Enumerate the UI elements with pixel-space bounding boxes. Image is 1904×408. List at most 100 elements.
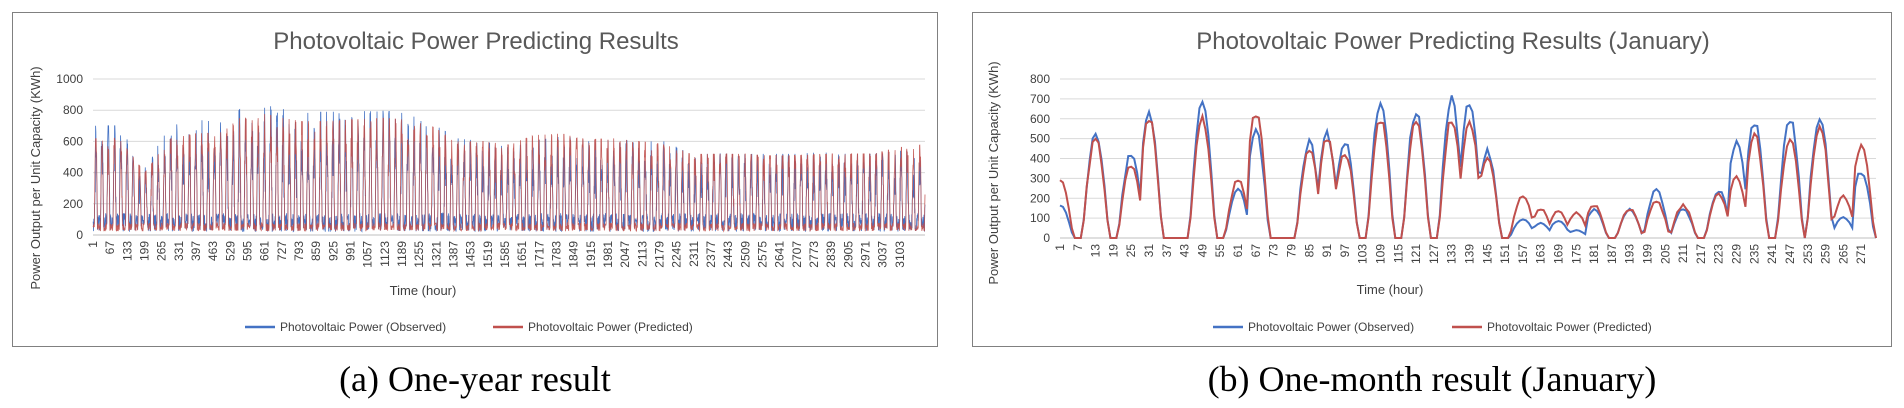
- chart-title: Photovoltaic Power Predicting Results: [273, 28, 679, 55]
- series-line-predicted: [92, 113, 926, 233]
- x-tick-label: 169: [1552, 244, 1566, 264]
- x-tick-label: 2245: [670, 241, 684, 268]
- x-tick-label: 2575: [755, 241, 769, 268]
- x-tick-label: 265: [1836, 244, 1850, 264]
- x-tick-label: 2047: [618, 241, 632, 268]
- x-tick-label: 31: [1142, 244, 1156, 258]
- x-tick-label: 1783: [549, 241, 563, 268]
- y-tick-label: 300: [1030, 171, 1050, 185]
- x-tick-label: 2641: [773, 241, 787, 268]
- x-tick-label: 55: [1213, 244, 1227, 258]
- x-tick-label: 1: [86, 241, 100, 248]
- x-tick-label: 1651: [515, 241, 529, 268]
- x-tick-label: 1321: [429, 241, 443, 268]
- chart-one-month: Photovoltaic Power Predicting Results (J…: [986, 28, 1877, 334]
- chart-title: Photovoltaic Power Predicting Results (J…: [1196, 28, 1710, 55]
- x-tick-label: 211: [1676, 244, 1690, 263]
- x-tick-label: 19: [1106, 244, 1120, 258]
- x-tick-label: 2443: [721, 241, 735, 268]
- y-tick-label: 800: [63, 103, 83, 117]
- x-tick-label: 859: [309, 241, 323, 261]
- x-tick-label: 97: [1338, 244, 1352, 258]
- x-tick-label: 145: [1480, 244, 1494, 264]
- x-tick-label: 1519: [481, 241, 495, 268]
- x-tick-label: 1057: [361, 241, 375, 268]
- y-tick-label: 800: [1030, 72, 1050, 86]
- chart-panel-one-year: Photovoltaic Power Predicting Results Ti…: [12, 12, 938, 347]
- x-tick-label: 1: [1053, 244, 1067, 251]
- y-tick-label: 200: [1030, 191, 1050, 205]
- x-tick-label: 3037: [876, 241, 890, 268]
- x-tick-label: 2113: [635, 241, 649, 267]
- series-line-predicted: [1059, 112, 1877, 239]
- x-tick-label: 925: [326, 241, 340, 261]
- x-tick-label: 139: [1462, 244, 1476, 264]
- x-tick-label: 199: [1641, 244, 1655, 264]
- x-tick-label: 67: [103, 241, 117, 255]
- y-tick-label: 1000: [56, 72, 83, 86]
- caption-one-month: (b) One-month result (January): [1207, 359, 1657, 399]
- x-tick-label: 253: [1801, 244, 1815, 264]
- x-tick-label: 271: [1854, 244, 1868, 264]
- x-tick-label: 259: [1819, 244, 1833, 264]
- x-tick-label: 85: [1302, 244, 1316, 258]
- x-tick-label: 115: [1391, 244, 1405, 263]
- x-tick-label: 157: [1516, 244, 1530, 264]
- x-tick-label: 103: [1356, 244, 1370, 264]
- y-tick-label: 0: [1043, 231, 1050, 245]
- x-tick-label: 127: [1427, 244, 1441, 264]
- y-axis-label: Power Output per Unit Capacity (KWh): [28, 66, 43, 289]
- y-tick-label: 100: [1030, 211, 1050, 225]
- x-tick-label: 463: [206, 241, 220, 261]
- x-tick-label: 7: [1071, 244, 1085, 251]
- x-tick-label: 2905: [841, 241, 855, 268]
- x-tick-label: 2311: [687, 241, 701, 267]
- x-tick-label: 25: [1124, 244, 1138, 258]
- x-tick-label: 43: [1178, 244, 1192, 258]
- x-tick-label: 331: [172, 241, 186, 261]
- x-tick-label: 2707: [790, 241, 804, 268]
- x-tick-label: 2773: [807, 241, 821, 268]
- x-tick-label: 67: [1249, 244, 1263, 258]
- x-tick-label: 133: [1445, 244, 1459, 264]
- x-tick-label: 109: [1373, 244, 1387, 264]
- x-tick-label: 49: [1195, 244, 1209, 258]
- x-tick-label: 235: [1747, 244, 1761, 264]
- x-tick-label: 397: [189, 241, 203, 261]
- x-tick-label: 175: [1569, 244, 1583, 264]
- x-tick-label: 1849: [567, 241, 581, 268]
- y-axis-label: Power Output per Unit Capacity (KWh): [986, 61, 1001, 284]
- x-tick-label: 1585: [498, 241, 512, 268]
- x-tick-label: 1189: [395, 241, 409, 267]
- x-tick-label: 2839: [824, 241, 838, 268]
- y-tick-label: 200: [63, 197, 83, 211]
- x-tick-label: 133: [120, 241, 134, 261]
- x-tick-label: 223: [1712, 244, 1726, 264]
- x-tick-label: 61: [1231, 244, 1245, 258]
- x-tick-label: 2971: [858, 241, 872, 268]
- x-tick-label: 241: [1765, 244, 1779, 264]
- x-tick-label: 229: [1730, 244, 1744, 264]
- x-tick-label: 1717: [532, 241, 546, 268]
- x-tick-label: 79: [1284, 244, 1298, 258]
- x-tick-label: 793: [292, 241, 306, 261]
- x-tick-label: 73: [1267, 244, 1281, 258]
- legend-observed-label: Photovoltaic Power (Observed): [280, 320, 446, 334]
- x-axis-label: Time (hour): [1357, 282, 1424, 297]
- legend-predicted-label: Photovoltaic Power (Predicted): [1487, 320, 1652, 334]
- x-tick-label: 595: [240, 241, 254, 261]
- x-tick-label: 3103: [893, 241, 907, 268]
- chart-one-year: Photovoltaic Power Predicting Results Ti…: [28, 28, 926, 334]
- x-tick-label: 727: [275, 241, 289, 261]
- x-tick-label: 37: [1160, 244, 1174, 258]
- x-tick-label: 163: [1534, 244, 1548, 264]
- y-tick-label: 500: [1030, 132, 1050, 146]
- x-tick-label: 991: [343, 241, 357, 261]
- legend-predicted-label: Photovoltaic Power (Predicted): [528, 320, 693, 334]
- x-tick-label: 1453: [464, 241, 478, 268]
- x-tick-label: 247: [1783, 244, 1797, 264]
- x-tick-label: 193: [1623, 244, 1637, 264]
- x-tick-label: 1915: [584, 241, 598, 268]
- x-tick-label: 13: [1089, 244, 1103, 258]
- x-tick-label: 199: [137, 241, 151, 261]
